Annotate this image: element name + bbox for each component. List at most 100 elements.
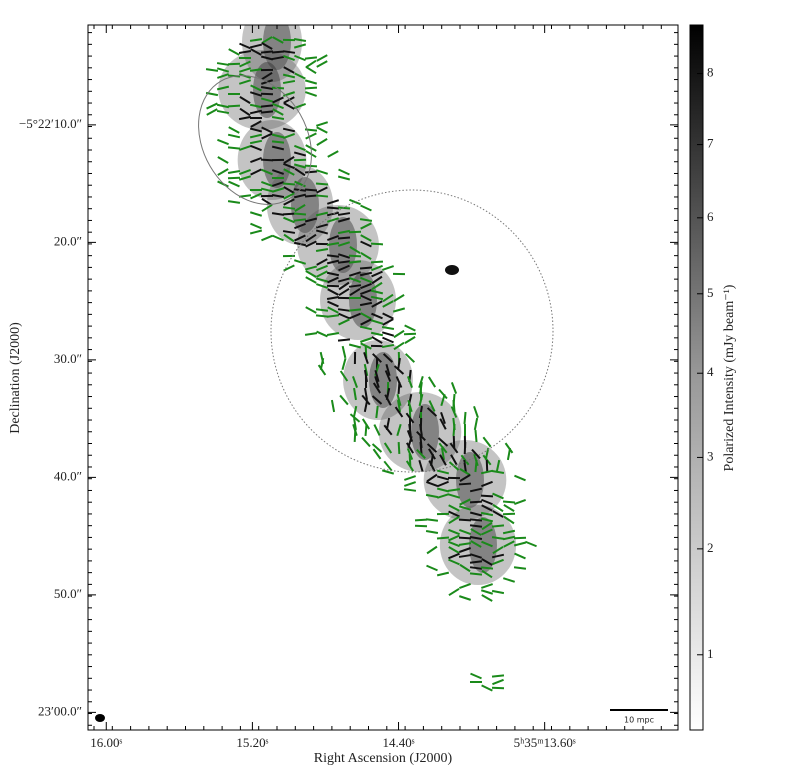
polarization-vector [260, 110, 274, 114]
polarization-vector [294, 144, 306, 152]
polarization-vector [439, 454, 447, 466]
polarization-vector [458, 595, 472, 601]
polarization-vector [315, 277, 329, 283]
polarization-vector [260, 187, 274, 193]
polarization-vector [480, 494, 494, 498]
polarization-vector [359, 218, 373, 222]
polarization-vector [250, 144, 262, 152]
polarization-vector [481, 528, 493, 536]
polarization-vector [480, 511, 494, 517]
polarization-vector [374, 375, 380, 389]
polarization-vector [437, 437, 449, 447]
polarization-vector [403, 332, 417, 336]
polarization-vector [360, 234, 372, 242]
polarization-vector [260, 92, 274, 96]
polarization-vector [293, 259, 307, 265]
polarization-vector [326, 271, 340, 277]
polarization-vector [337, 260, 351, 264]
polarization-vector [348, 254, 362, 258]
polarization-vector [316, 264, 328, 272]
polarization-vector [338, 318, 350, 326]
polarization-vector [439, 418, 447, 430]
polarization-vector [337, 236, 351, 240]
polarization-vector [228, 126, 240, 134]
polarization-vector [228, 180, 240, 188]
polarization-vector [491, 536, 505, 540]
polarization-vector [327, 235, 339, 241]
polarization-vector [271, 169, 285, 175]
beam [95, 714, 105, 722]
polarization-vector [481, 521, 493, 531]
polarization-vector [474, 429, 478, 443]
polarization-vector [480, 566, 494, 570]
y-tick-label: 23′00.0″ [38, 703, 82, 718]
colorbar-tick-label: 8 [707, 65, 714, 80]
polarization-vector [436, 469, 450, 475]
polarization-vector [293, 163, 307, 169]
polarization-vector [374, 369, 380, 383]
polarization-vector [294, 204, 306, 212]
polarization-vector [337, 212, 351, 216]
polarization-vector [337, 253, 351, 259]
polarization-vector [448, 515, 460, 525]
polarization-vector [504, 442, 514, 454]
polarization-vector [371, 336, 383, 344]
polarization-vector [481, 540, 493, 548]
polarization-vector [381, 331, 395, 337]
colorbar-tick-label: 7 [707, 136, 714, 151]
polarization-vector [361, 394, 371, 406]
polarization-vector [341, 345, 347, 359]
colorbar-tick-label: 2 [707, 540, 714, 555]
polarization-vector [440, 412, 446, 424]
polarization-vector [327, 306, 339, 314]
polarization-vector [339, 394, 349, 406]
polarization-vector [513, 566, 527, 570]
polarization-vector [450, 406, 458, 418]
polarization-vector [359, 301, 373, 307]
polarization-vector [326, 211, 340, 217]
polarization-vector [283, 162, 295, 170]
polarization-vector [261, 234, 273, 242]
polarization-vector [315, 223, 329, 229]
polarization-vector [371, 264, 383, 272]
polarization-vector [293, 212, 307, 216]
polarization-vector [469, 566, 483, 570]
polarization-vector [418, 393, 424, 407]
polarization-vector [492, 492, 504, 500]
polarization-vector [260, 50, 274, 54]
y-tick-label: 50.0″ [54, 586, 82, 601]
polarization-vector [250, 84, 262, 92]
polarization-vector [458, 536, 472, 540]
colorbar-tick-label: 6 [707, 209, 714, 224]
polarization-vector [359, 337, 373, 343]
polarization-vector [271, 187, 285, 193]
y-tick-label: −5°22′10.0″ [19, 116, 82, 131]
polarization-vector [371, 275, 383, 285]
polarization-vector [463, 441, 467, 455]
polarization-vector [394, 406, 404, 418]
polarization-vector [238, 67, 252, 73]
polarization-vector [458, 482, 472, 486]
polarization-vector [249, 127, 263, 133]
polarization-vector [426, 481, 438, 487]
polarization-vector [491, 589, 505, 595]
polarization-vector [315, 314, 329, 318]
polarization-vector [403, 481, 417, 487]
polarization-vector [315, 121, 329, 127]
polarization-vector [480, 589, 494, 595]
polarization-vector [360, 252, 372, 260]
polarization-vector [282, 73, 296, 79]
plot-frame [87, 24, 679, 731]
polarization-vector [305, 276, 317, 284]
polarization-vector [385, 363, 391, 377]
polarization-vector [436, 487, 450, 493]
polarization-vector [250, 192, 262, 200]
polarization-vector [474, 459, 478, 473]
polarization-vector [360, 276, 372, 284]
polarization-vector [216, 85, 230, 91]
polarization-vector [514, 499, 526, 505]
polarization-vector [448, 552, 460, 560]
polarization-vector [459, 547, 471, 553]
polarization-vector [293, 151, 307, 157]
polarization-vector [304, 79, 318, 85]
